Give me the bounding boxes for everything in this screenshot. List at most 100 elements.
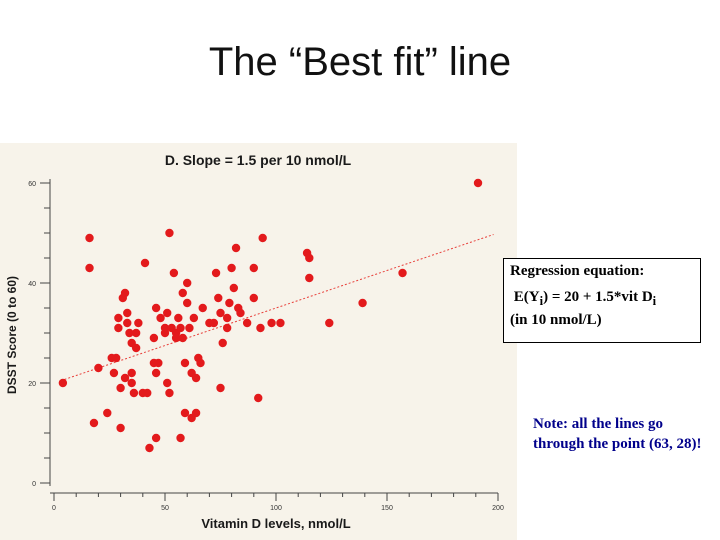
equation-units: (in 10 nmol/L) xyxy=(510,312,602,328)
data-point xyxy=(176,433,185,443)
data-point xyxy=(127,378,136,388)
data-point xyxy=(267,318,276,328)
x-axis-label: Vitamin D levels, nmol/L xyxy=(201,516,350,531)
data-point xyxy=(58,378,68,388)
data-point xyxy=(229,283,239,293)
x-tick-label: 200 xyxy=(492,505,504,512)
data-point xyxy=(249,263,258,273)
x-tick-label: 100 xyxy=(270,505,282,512)
data-point xyxy=(151,303,161,313)
data-point xyxy=(127,368,136,378)
equation-prefix: E(Y xyxy=(513,289,540,305)
data-point xyxy=(209,318,219,328)
y-tick-label: 60 xyxy=(28,181,36,188)
data-point xyxy=(185,323,194,333)
data-point xyxy=(109,368,119,378)
points-layer xyxy=(58,178,483,453)
data-point xyxy=(211,268,221,278)
data-point xyxy=(116,383,125,393)
data-point xyxy=(151,433,161,443)
regression-equation: E(Yi) = 20 + 1.5*vit Di (in 10 nmol/L) xyxy=(510,288,694,330)
data-point xyxy=(151,368,161,378)
equation-middle: ) = 20 + 1.5*vit D xyxy=(543,289,653,305)
data-point xyxy=(174,313,183,323)
data-point xyxy=(178,333,187,343)
data-point xyxy=(214,293,223,303)
data-point xyxy=(222,323,232,333)
data-point xyxy=(160,323,170,333)
data-point xyxy=(134,318,143,328)
fit-line-layer xyxy=(60,234,494,382)
data-point xyxy=(116,423,125,433)
data-point xyxy=(249,293,258,303)
data-point xyxy=(191,408,201,418)
data-point xyxy=(156,313,165,323)
data-point xyxy=(183,298,192,308)
data-point xyxy=(131,328,141,338)
data-point xyxy=(140,258,150,268)
x-tick-label: 150 xyxy=(381,505,393,512)
data-point xyxy=(120,373,130,383)
data-point xyxy=(176,323,185,333)
data-point xyxy=(149,333,159,343)
regression-heading: Regression equation: xyxy=(510,263,645,279)
data-point xyxy=(254,393,263,403)
data-point xyxy=(198,303,207,313)
data-point xyxy=(171,333,181,343)
equation-subscript-2: i xyxy=(652,294,657,308)
data-point xyxy=(305,253,314,263)
scatter-chart: D. Slope = 1.5 per 10 nmol/L DSST Score … xyxy=(5,152,504,531)
data-point xyxy=(125,328,134,338)
data-point xyxy=(222,313,232,323)
data-point xyxy=(154,358,163,368)
data-point xyxy=(242,318,252,328)
y-tick-label: 20 xyxy=(28,381,36,388)
data-point xyxy=(114,313,123,323)
data-point xyxy=(216,308,225,318)
x-tick-label: 50 xyxy=(161,505,169,512)
data-point xyxy=(183,278,192,288)
y-tick-label: 0 xyxy=(32,481,36,488)
data-point xyxy=(131,343,141,353)
chart-panel: D. Slope = 1.5 per 10 nmol/L DSST Score … xyxy=(0,143,517,540)
data-point xyxy=(256,323,265,333)
y-axis-label: DSST Score (0 to 60) xyxy=(5,276,19,394)
data-point xyxy=(276,318,285,328)
slide-title: The “Best fit” line xyxy=(208,40,512,84)
data-point xyxy=(225,298,234,308)
data-point xyxy=(218,338,227,348)
data-point xyxy=(163,378,172,388)
data-point xyxy=(473,178,483,188)
regression-equation-box: Regression equation: E(Y i) = 20 + 1.5*vi… xyxy=(503,258,701,343)
data-point xyxy=(305,273,314,283)
data-point xyxy=(169,268,179,278)
data-point xyxy=(85,233,94,243)
data-point xyxy=(94,363,103,373)
data-point xyxy=(227,263,236,273)
data-point xyxy=(103,408,112,418)
data-point xyxy=(89,418,99,428)
data-point xyxy=(178,288,187,298)
data-point xyxy=(145,443,154,453)
data-point xyxy=(163,308,172,318)
data-point xyxy=(165,228,174,238)
data-point xyxy=(236,308,245,318)
data-point xyxy=(85,263,94,273)
data-point xyxy=(180,408,190,418)
data-point xyxy=(358,298,367,308)
data-point xyxy=(189,313,199,323)
data-point xyxy=(123,318,132,328)
fit-line xyxy=(60,234,494,382)
data-point xyxy=(231,243,241,253)
note-text: Note: all the lines go through the point… xyxy=(533,416,702,452)
data-point xyxy=(196,358,205,368)
data-point xyxy=(114,323,123,333)
data-point xyxy=(191,373,201,383)
data-point xyxy=(129,388,139,398)
axes: 0 20 40 60 0 50 100 150 200 xyxy=(28,179,504,512)
y-tick-label: 40 xyxy=(28,281,36,288)
data-point xyxy=(111,353,121,363)
data-point xyxy=(120,288,130,298)
data-point xyxy=(180,358,190,368)
data-point xyxy=(258,233,267,243)
